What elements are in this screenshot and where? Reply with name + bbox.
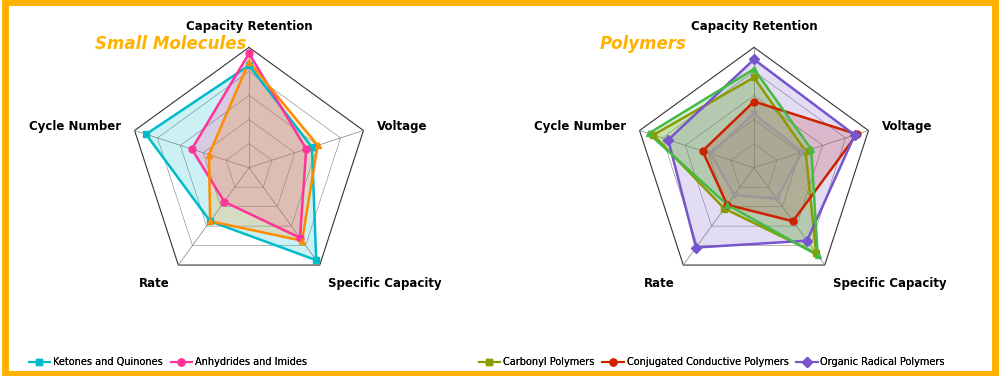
Polygon shape [668, 59, 855, 247]
Text: Specific Capacity: Specific Capacity [328, 277, 442, 290]
Text: Voltage: Voltage [882, 120, 933, 133]
Legend: Other Small Molecules: Other Small Molecules [105, 368, 247, 376]
Text: Cycle Number: Cycle Number [534, 120, 626, 133]
Text: Cycle Number: Cycle Number [29, 120, 121, 133]
Legend: Ketones and Quinones, Anhydrides and Imides: Ketones and Quinones, Anhydrides and Imi… [25, 353, 311, 371]
Polygon shape [146, 65, 316, 260]
Text: Capacity Retention: Capacity Retention [691, 20, 817, 33]
Text: Specific Capacity: Specific Capacity [833, 277, 947, 290]
Text: Polymers: Polymers [600, 35, 687, 53]
Polygon shape [703, 102, 857, 221]
Polygon shape [649, 69, 818, 255]
Text: Small Molecules: Small Molecules [95, 35, 246, 53]
Text: Capacity Retention: Capacity Retention [186, 20, 312, 33]
Polygon shape [653, 77, 816, 253]
Legend: Covalent Organic Frameworks, Organometallic Compounds: Covalent Organic Frameworks, Organometal… [475, 368, 821, 376]
Text: Voltage: Voltage [377, 120, 428, 133]
Text: Rate: Rate [139, 277, 170, 290]
Polygon shape [192, 53, 306, 238]
Text: Rate: Rate [644, 277, 675, 290]
Polygon shape [711, 114, 802, 199]
Legend: Carbonyl Polymers, Conjugated Conductive Polymers, Organic Radical Polymers: Carbonyl Polymers, Conjugated Conductive… [475, 353, 949, 371]
Polygon shape [209, 62, 318, 241]
